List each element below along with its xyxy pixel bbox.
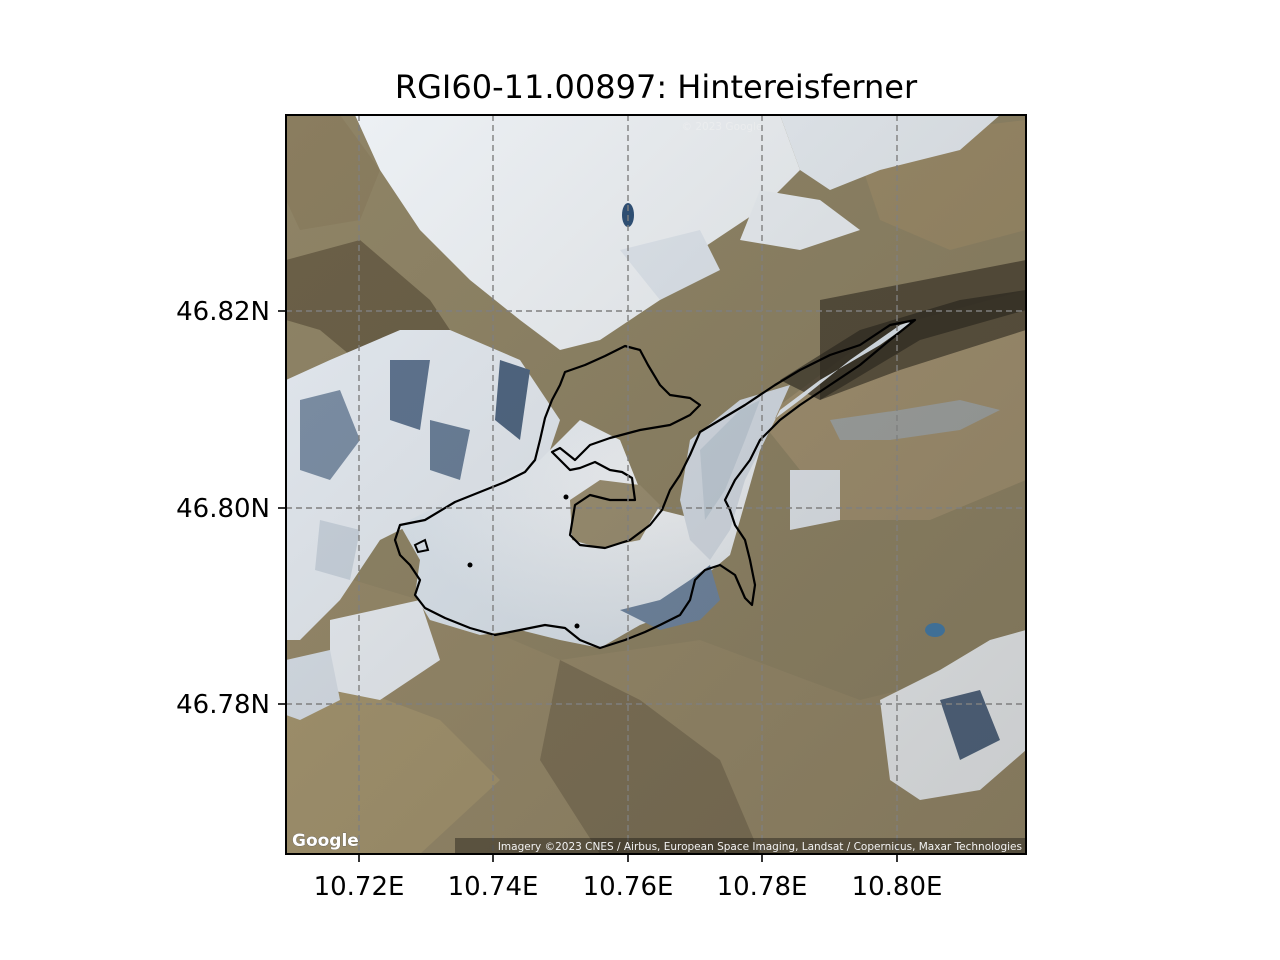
y-tick-label: 46.82N	[176, 297, 270, 327]
x-tick-label: 10.78E	[717, 872, 808, 902]
axes-frame	[285, 114, 1027, 855]
map-watermark: © 2023 Google	[682, 121, 763, 133]
x-axis	[358, 854, 898, 862]
glacier-outline-path	[393, 318, 917, 650]
satellite-imagery	[286, 115, 1026, 854]
outline-dot-2	[563, 494, 569, 500]
glacier-outline	[393, 318, 917, 650]
x-tick-label: 10.80E	[852, 872, 943, 902]
x-tick-label: 10.76E	[583, 872, 674, 902]
imagery-attribution: Imagery ©2023 CNES / Airbus, European Sp…	[498, 841, 1022, 853]
attribution-background	[455, 838, 1026, 854]
map-title: RGI60-11.00897: Hintereisferner	[395, 68, 918, 106]
outline-dot-3	[574, 623, 580, 629]
x-tick-label: 10.74E	[448, 872, 539, 902]
y-tick-label: 46.80N	[176, 494, 270, 524]
y-axis	[278, 310, 286, 705]
y-tick-label: 46.78N	[176, 690, 270, 720]
outline-dot-1	[467, 562, 473, 568]
glacier-outline-inner-path	[413, 538, 430, 554]
google-logo: Google	[292, 831, 359, 851]
x-tick-label: 10.72E	[314, 872, 405, 902]
gridlines	[286, 115, 1026, 854]
